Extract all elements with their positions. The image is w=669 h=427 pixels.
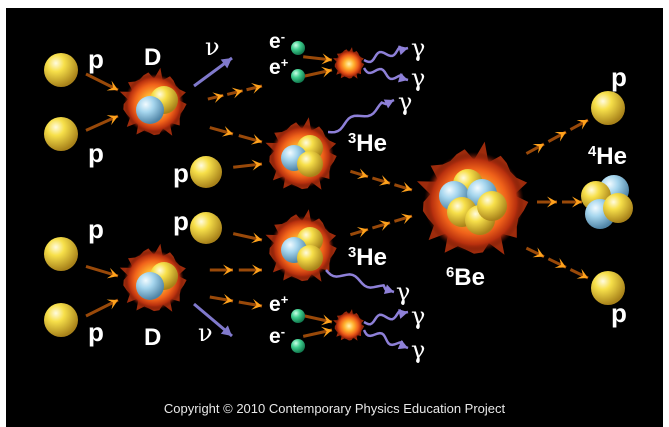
proton-label: p xyxy=(173,206,189,236)
reaction-arrow xyxy=(209,264,262,276)
proton-sphere xyxy=(591,271,625,305)
gamma-label: γ xyxy=(411,302,426,330)
helium4-label: 4He xyxy=(588,143,627,171)
reaction-arrow xyxy=(525,118,589,155)
reaction-arrow xyxy=(303,53,333,65)
reaction-arrow xyxy=(525,246,589,280)
reaction-arrow xyxy=(85,298,119,318)
proton-label: p xyxy=(88,317,104,347)
gamma-wavy-arrow xyxy=(327,98,395,134)
neutrino-label: ν xyxy=(205,33,220,61)
gamma-label: γ xyxy=(398,88,413,116)
gamma-wavy-arrow xyxy=(363,45,409,64)
neutron-sphere xyxy=(136,96,164,124)
reaction-arrow xyxy=(302,314,333,326)
gamma-label: γ xyxy=(411,34,426,62)
reaction-arrow xyxy=(85,114,119,132)
electron-dot xyxy=(291,309,305,323)
proton-label: p xyxy=(88,138,104,168)
proton-sphere xyxy=(44,117,78,151)
neutrino-arrow xyxy=(193,302,233,338)
proton-sphere xyxy=(591,91,625,125)
positron-label: e+ xyxy=(269,292,289,317)
reaction-arrow xyxy=(85,264,119,279)
helium3-label: 3He xyxy=(348,244,387,272)
gamma-wavy-arrow xyxy=(362,67,409,83)
neutrino-label: ν xyxy=(198,319,213,347)
reaction-arrow xyxy=(349,168,413,193)
reaction-arrow xyxy=(349,213,413,238)
proton-sphere xyxy=(190,156,222,188)
gamma-label: γ xyxy=(411,64,426,92)
fusion-fireball xyxy=(333,309,365,341)
gamma-label: γ xyxy=(396,278,411,306)
diagram-artwork xyxy=(44,41,633,353)
proton-label: p xyxy=(88,44,104,74)
electron-dot xyxy=(291,69,305,83)
gamma-wavy-arrow xyxy=(325,269,395,294)
proton-sphere xyxy=(44,53,78,87)
proton-label: p xyxy=(611,298,627,328)
gamma-wavy-arrow xyxy=(362,329,409,350)
fusion-fireball xyxy=(333,47,365,79)
deuterium-label: D xyxy=(144,324,162,351)
gamma-label: γ xyxy=(411,336,426,364)
fusion-diagram: p p D ν e- e+ γ γ γ 3He p p p p 3He γ D … xyxy=(6,8,663,427)
proton-sphere xyxy=(477,191,507,221)
gamma-wavy-arrow xyxy=(363,308,409,326)
neutron-sphere xyxy=(136,272,164,300)
proton-sphere xyxy=(190,212,222,244)
electron-dot xyxy=(291,339,305,353)
reaction-arrow xyxy=(209,126,263,145)
proton-sphere xyxy=(44,237,78,271)
reaction-arrow xyxy=(537,196,582,208)
proton-label: p xyxy=(88,214,104,244)
helium3-label: 3He xyxy=(348,130,387,158)
reaction-arrow xyxy=(207,82,263,104)
reaction-arrow xyxy=(209,293,263,310)
proton-sphere xyxy=(297,245,323,271)
proton-sphere xyxy=(603,193,633,223)
reaction-arrow xyxy=(233,159,263,171)
reaction-arrow xyxy=(85,72,119,92)
electron-label: e- xyxy=(269,29,286,54)
deuterium-label: D xyxy=(144,44,162,71)
proton-sphere xyxy=(44,303,78,337)
proton-sphere xyxy=(297,151,323,177)
beryllium6-label: 6Be xyxy=(446,264,485,292)
electron-dot xyxy=(291,41,305,55)
reaction-arrow xyxy=(302,66,333,78)
proton-label: p xyxy=(611,62,627,92)
neutrino-arrow xyxy=(193,56,233,88)
reaction-arrow xyxy=(302,326,333,338)
positron-label: e+ xyxy=(269,55,289,80)
copyright-footer: Copyright © 2010 Contemporary Physics Ed… xyxy=(163,401,506,416)
proton-label: p xyxy=(173,158,189,188)
electron-label: e- xyxy=(269,324,286,349)
reaction-arrow xyxy=(232,232,263,244)
